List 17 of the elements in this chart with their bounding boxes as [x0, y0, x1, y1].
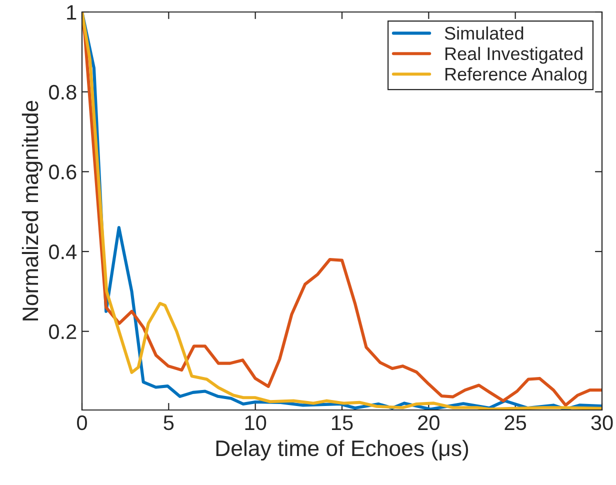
y-tick-label: 0.6	[48, 164, 76, 180]
legend-label: Real Investigated	[446, 46, 582, 64]
x-tick-label: 25	[504, 415, 526, 430]
y-tick-label: 0.2	[48, 324, 76, 340]
y-axis-title: Normalized magnitude	[22, 100, 43, 320]
x-axis-title: Delay time of Echoes (μs)	[216, 440, 468, 461]
y-tick-label: 0.4	[48, 244, 77, 260]
x-tick-label: 0	[77, 415, 87, 430]
legend-label: Simulated	[444, 26, 524, 40]
x-tick-label: 10	[245, 415, 266, 430]
x-tick-label: 5	[164, 416, 174, 430]
x-tick-label: 20	[418, 415, 440, 430]
y-tick-label: 0.8	[48, 84, 76, 100]
y-tick-label: 1	[67, 5, 76, 20]
legend-label: Reference Analog	[446, 67, 586, 84]
x-tick-label: 30	[591, 415, 613, 430]
x-tick-label: 15	[332, 416, 353, 430]
